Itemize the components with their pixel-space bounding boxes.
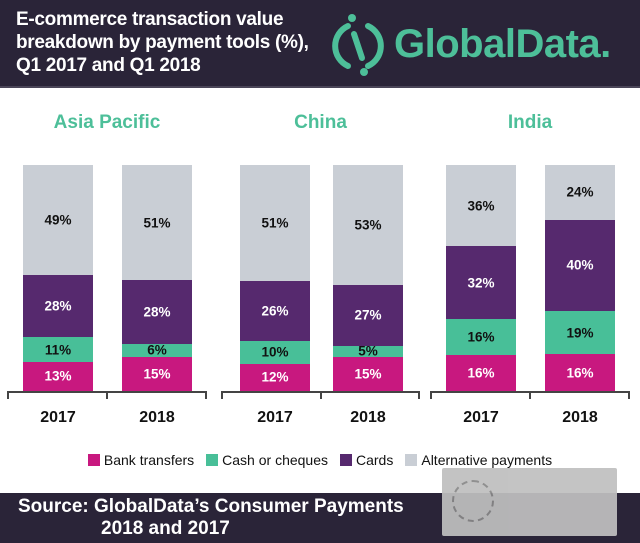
data-label: 6% xyxy=(147,342,167,358)
bar-segment-alt xyxy=(446,165,516,247)
legend-label: Cash or cheques xyxy=(222,452,328,468)
x-tick-label: 2018 xyxy=(562,409,598,426)
legend: Bank transfers Cash or cheques Cards Alt… xyxy=(0,452,640,468)
legend-swatch xyxy=(87,454,100,466)
data-label: 5% xyxy=(358,343,378,359)
legend-swatch xyxy=(405,454,418,466)
bar-segment-cards xyxy=(240,281,310,341)
region-title: Asia Pacific xyxy=(53,112,161,133)
data-label: 51% xyxy=(143,215,171,231)
x-axis-tick xyxy=(430,391,432,399)
x-axis-tick xyxy=(106,391,108,399)
source-line-2: 2018 and 2017 xyxy=(101,518,230,539)
data-label: 49% xyxy=(44,212,72,228)
bar-segment-alt xyxy=(23,165,93,275)
data-label: 28% xyxy=(143,304,171,320)
data-label: 40% xyxy=(566,257,594,273)
data-label: 26% xyxy=(261,303,289,319)
bar-segment-bank xyxy=(333,357,403,391)
data-label: 32% xyxy=(467,275,495,291)
bar-segment-cards xyxy=(545,219,615,312)
data-label: 12% xyxy=(261,369,289,385)
legend-item-cards: Cards xyxy=(340,452,393,468)
data-label: 15% xyxy=(143,366,171,382)
x-axis-tick xyxy=(221,391,223,399)
x-tick-label: 2018 xyxy=(139,409,175,426)
data-label: 11% xyxy=(44,342,72,358)
x-axis-tick xyxy=(319,391,322,399)
bar-segment-cards xyxy=(333,284,403,346)
data-label: 15% xyxy=(354,366,382,382)
chart-title: E-commerce transaction value breakdown b… xyxy=(16,9,309,76)
data-label: 27% xyxy=(354,307,382,323)
source-text: Source: GlobalData’s Consumer Payments 2… xyxy=(18,496,404,540)
data-label: 36% xyxy=(467,198,495,214)
bar-segment-bank xyxy=(240,363,310,391)
legend-item-alt: Alternative payments xyxy=(405,452,552,468)
x-tick-label: 2017 xyxy=(257,409,293,426)
x-tick-label: 2018 xyxy=(350,409,386,426)
logo-text: GlobalData. xyxy=(394,21,611,66)
data-label: 16% xyxy=(467,329,495,345)
bar-segment-cash xyxy=(240,340,310,364)
globaldata-logo: GlobalData. xyxy=(330,12,611,76)
watermark xyxy=(442,468,617,536)
data-label: 13% xyxy=(44,368,72,384)
legend-item-cash: Cash or cheques xyxy=(206,452,328,468)
bar-segment-bank xyxy=(545,354,615,391)
data-label: 53% xyxy=(354,217,382,233)
x-axis-tick xyxy=(205,391,207,399)
bar-segment-alt xyxy=(545,165,615,220)
legend-swatch xyxy=(340,454,352,466)
bar-segment-bank xyxy=(23,361,93,391)
bar-segment-cash xyxy=(446,318,516,355)
bar-segment-cash xyxy=(23,337,93,362)
x-axis-tick xyxy=(418,391,420,399)
data-label: 16% xyxy=(566,365,594,381)
data-label: 28% xyxy=(44,298,72,314)
bar-segment-cash xyxy=(122,343,192,358)
bar-segment-alt xyxy=(333,165,403,285)
bar-segment-cash xyxy=(545,311,615,355)
x-axis-tick xyxy=(7,391,9,399)
bar-segment-cards xyxy=(23,274,93,338)
data-label: 16% xyxy=(467,365,495,381)
data-label: 19% xyxy=(566,325,594,341)
data-label: 10% xyxy=(261,344,289,360)
bar-segment-cards xyxy=(446,246,516,319)
bar-segment-bank xyxy=(122,357,192,391)
source-line-1: Source: GlobalData’s Consumer Payments xyxy=(18,496,404,517)
bar-segment-cash xyxy=(333,345,403,358)
data-label: 24% xyxy=(566,184,594,200)
data-label: 51% xyxy=(261,215,289,231)
legend-item-bank: Bank transfers xyxy=(87,452,195,468)
header: E-commerce transaction value breakdown b… xyxy=(0,0,640,88)
bar-segment-alt xyxy=(240,165,310,282)
x-axis-tick xyxy=(529,391,531,399)
bar-segment-alt xyxy=(122,165,192,281)
globaldata-logo-icon xyxy=(332,14,384,76)
bar-segment-bank xyxy=(446,354,516,391)
legend-swatch xyxy=(206,454,219,466)
x-axis-tick xyxy=(628,391,630,399)
legend-label: Alternative payments xyxy=(421,452,553,468)
legend-label: Cards xyxy=(356,452,394,468)
bar-segment-cards xyxy=(122,280,192,344)
x-tick-label: 2017 xyxy=(463,409,499,426)
watermark-logo-icon xyxy=(452,480,494,522)
legend-label: Bank transfers xyxy=(103,452,195,468)
x-tick-label: 2017 xyxy=(40,409,76,426)
region-title: India xyxy=(507,112,553,133)
region-title: China xyxy=(294,112,347,133)
